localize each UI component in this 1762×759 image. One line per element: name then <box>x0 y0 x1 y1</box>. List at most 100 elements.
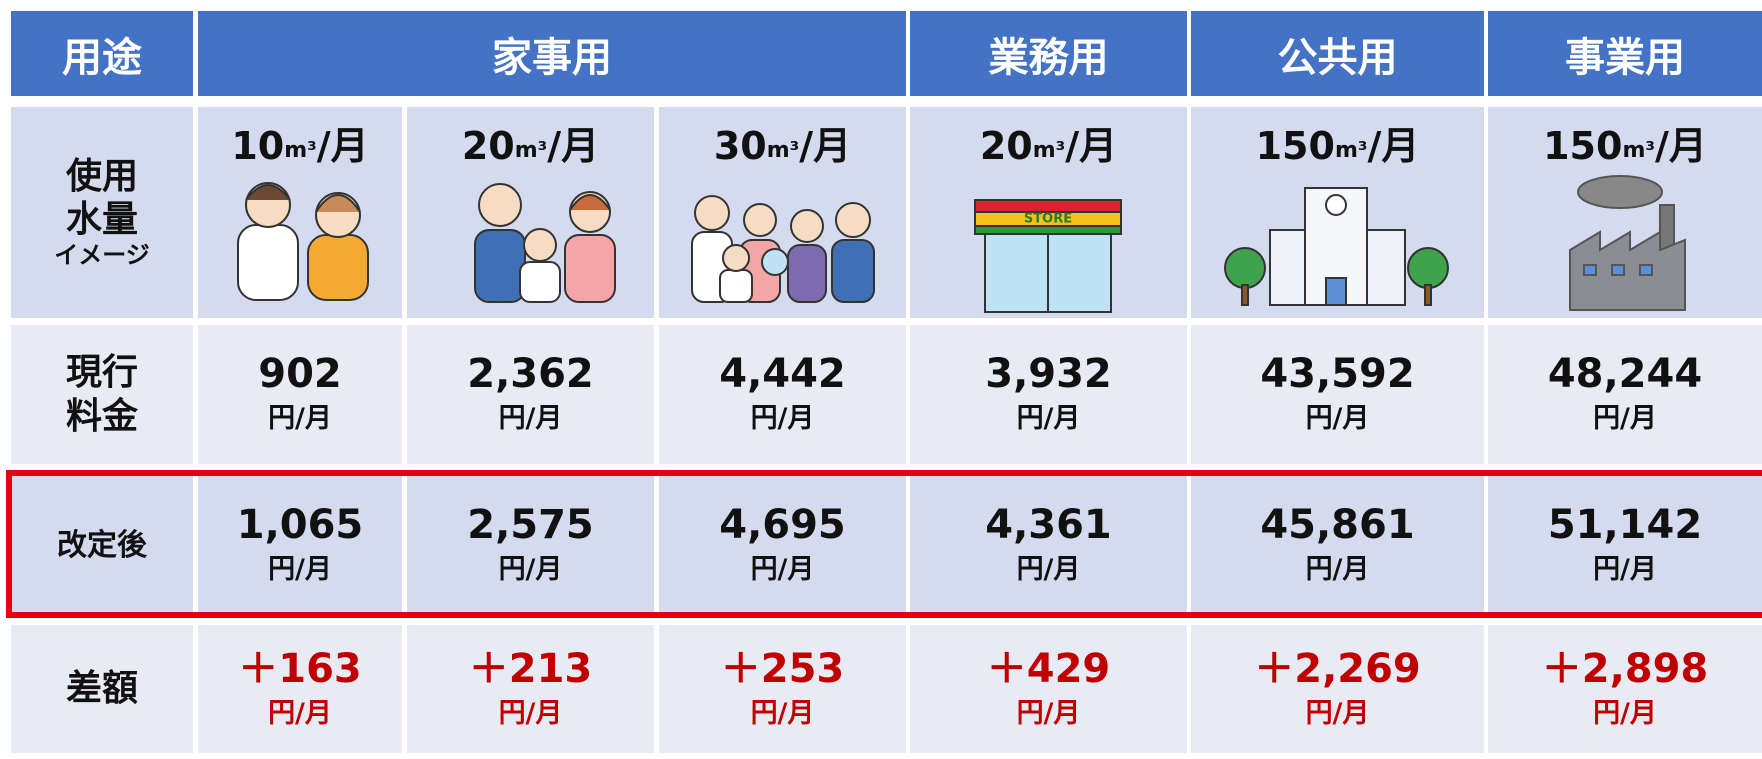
usage-amount: 10m³/月 <box>198 115 402 170</box>
amount: 150 <box>1543 124 1623 168</box>
fee-unit: 円/月 <box>498 554 563 586</box>
fee-unit: 円/月 <box>1593 554 1657 586</box>
header-group: 公共用 <box>1277 34 1398 81</box>
fee-unit: 円/月 <box>268 697 332 729</box>
usage-amount: 30m³/月 <box>659 115 906 170</box>
amount: 20 <box>461 124 515 168</box>
volume-unit: m³ <box>1622 138 1655 163</box>
row-label: 差額 <box>11 625 193 753</box>
fee-cell: 48,244 円/月 <box>1488 325 1762 464</box>
header-group: 業務用 <box>988 34 1109 81</box>
fee-unit: 円/月 <box>1593 403 1657 435</box>
fee-unit: 円/月 <box>1305 697 1370 729</box>
fee-value: 2,575 <box>467 502 594 549</box>
fee-value: 45,861 <box>1260 502 1415 549</box>
label-line: 改定後 <box>57 527 147 563</box>
row-label: 現行 料金 <box>11 325 193 464</box>
fee-unit: 円/月 <box>1593 697 1657 729</box>
fee-unit: 円/月 <box>1305 403 1370 435</box>
volume-unit: m³ <box>284 138 317 163</box>
row-label: 改定後 <box>11 475 193 616</box>
header-cell: 業務用 <box>910 11 1187 96</box>
usage-cell: 150m³/月 <box>1488 107 1762 318</box>
fee-cell: 1,065 円/月 <box>198 475 402 616</box>
volume-unit: m³ <box>1032 138 1066 163</box>
volume-unit: m³ <box>514 138 548 163</box>
fee-cell: ＋253 円/月 <box>659 625 906 753</box>
fee-value: 902 <box>258 351 342 398</box>
fee-cell: ＋429 円/月 <box>910 625 1187 753</box>
fee-value: ＋2,269 <box>1254 645 1421 692</box>
amount: 30 <box>713 124 767 168</box>
fee-cell: 4,442 円/月 <box>659 325 906 464</box>
fee-value: 4,442 <box>719 351 846 398</box>
per-month: /月 <box>547 124 600 168</box>
fee-value: 1,065 <box>236 502 364 549</box>
usage-cell: 150m³/月 <box>1191 107 1484 318</box>
usage-amount: 20m³/月 <box>910 115 1187 170</box>
fee-value: ＋253 <box>720 645 845 692</box>
usage-cell: 30m³/月 <box>659 107 906 318</box>
fee-value: ＋429 <box>986 645 1111 692</box>
fee-cell: 902 円/月 <box>198 325 402 464</box>
fee-unit: 円/月 <box>1305 554 1370 586</box>
header-group: 家事用 <box>492 34 612 81</box>
header-group: 事業用 <box>1565 34 1685 81</box>
header-label: 用途 <box>62 34 142 81</box>
per-month: /月 <box>1655 124 1707 168</box>
fee-unit: 円/月 <box>498 697 563 729</box>
per-month: /月 <box>799 124 852 168</box>
usage-amount: 20m³/月 <box>407 115 654 170</box>
fee-cell: ＋213 円/月 <box>407 625 654 753</box>
label-line: 現行 <box>65 352 138 394</box>
fee-cell: 4,361 円/月 <box>910 475 1187 616</box>
fee-unit: 円/月 <box>750 403 815 435</box>
label-line: 差額 <box>65 668 138 710</box>
usage-cell: 20m³/月 <box>910 107 1187 318</box>
fee-value: 2,362 <box>467 351 594 398</box>
fee-unit: 円/月 <box>268 403 332 435</box>
fee-unit: 円/月 <box>750 554 815 586</box>
usage-cell: 20m³/月 <box>407 107 654 318</box>
usage-amount: 150m³/月 <box>1488 115 1762 170</box>
fee-cell: 2,362 円/月 <box>407 325 654 464</box>
label-line: イメージ <box>54 241 150 270</box>
fee-cell: 3,932 円/月 <box>910 325 1187 464</box>
fee-value: 48,244 <box>1547 351 1703 398</box>
fee-value: ＋213 <box>468 645 593 692</box>
fee-value: ＋163 <box>238 645 362 692</box>
fee-unit: 円/月 <box>1016 697 1081 729</box>
fee-value: 4,361 <box>985 502 1112 549</box>
fee-cell: 43,592 円/月 <box>1191 325 1484 464</box>
fee-value: 51,142 <box>1547 502 1703 549</box>
label-line: 料金 <box>65 395 138 437</box>
fee-unit: 円/月 <box>1016 554 1081 586</box>
header-cell: 事業用 <box>1488 11 1762 96</box>
highlight-box <box>6 470 1762 618</box>
fee-cell: ＋163 円/月 <box>198 625 402 753</box>
fee-unit: 円/月 <box>498 403 563 435</box>
fee-cell: ＋2,898 円/月 <box>1488 625 1762 753</box>
fee-value: 43,592 <box>1260 351 1415 398</box>
usage-cell: 10m³/月 <box>198 107 402 318</box>
fee-cell: 45,861 円/月 <box>1191 475 1484 616</box>
amount: 150 <box>1255 124 1335 168</box>
fee-cell: ＋2,269 円/月 <box>1191 625 1484 753</box>
amount: 10 <box>231 124 285 168</box>
fee-unit: 円/月 <box>1016 403 1081 435</box>
fee-value: 4,695 <box>719 502 846 549</box>
header-cell: 家事用 <box>198 11 906 96</box>
fee-unit: 円/月 <box>268 554 332 586</box>
header-cell: 公共用 <box>1191 11 1484 96</box>
per-month: /月 <box>1065 124 1118 168</box>
amount: 20 <box>979 124 1033 168</box>
label-line: 水量 <box>65 199 138 241</box>
usage-amount: 150m³/月 <box>1191 115 1484 170</box>
volume-unit: m³ <box>1334 138 1368 163</box>
fee-cell: 4,695 円/月 <box>659 475 906 616</box>
volume-unit: m³ <box>766 138 800 163</box>
label-line: 使用 <box>65 155 138 197</box>
fee-cell: 2,575 円/月 <box>407 475 654 616</box>
fee-cell: 51,142 円/月 <box>1488 475 1762 616</box>
